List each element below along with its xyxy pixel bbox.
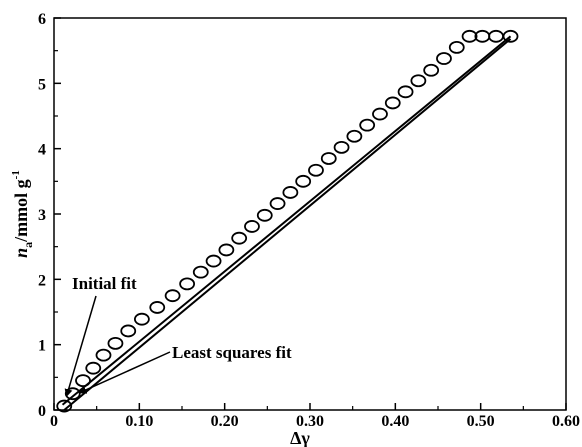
annotation-arrow-initial-fit bbox=[64, 295, 97, 398]
data-point bbox=[372, 107, 388, 121]
x-tick-label: 0.40 bbox=[381, 413, 409, 430]
data-point bbox=[120, 324, 137, 338]
data-point bbox=[282, 186, 299, 199]
data-point bbox=[192, 265, 209, 279]
data-point bbox=[436, 52, 452, 65]
x-tick-label: 0.50 bbox=[467, 413, 495, 430]
data-point bbox=[359, 118, 376, 132]
data-point bbox=[56, 399, 73, 413]
data-point bbox=[333, 140, 350, 154]
data-point bbox=[149, 301, 166, 314]
data-point bbox=[107, 336, 124, 350]
data-point bbox=[179, 277, 196, 291]
data-point bbox=[205, 254, 222, 268]
y-tick-label: 1 bbox=[38, 338, 46, 355]
data-point bbox=[320, 152, 337, 165]
data-point bbox=[410, 74, 427, 88]
y-tick-label: 2 bbox=[38, 272, 46, 289]
y-axis-title-sub: a bbox=[21, 242, 35, 248]
data-point bbox=[244, 220, 260, 233]
y-tick-label: 0 bbox=[38, 403, 46, 420]
annotation-arrow-least-squares-fit bbox=[78, 351, 171, 394]
tick-labels: 0 0.10 0.20 0.30 0.40 0.50 0.60 0 1 2 3 4 5 6 bbox=[38, 11, 580, 430]
data-point bbox=[256, 208, 273, 222]
plot-frame bbox=[53, 17, 567, 411]
data-point bbox=[384, 96, 401, 110]
y-tick-label: 4 bbox=[38, 142, 46, 159]
axis-ticks bbox=[53, 17, 567, 411]
data-point bbox=[397, 85, 414, 99]
y-tick-label: 5 bbox=[38, 76, 46, 93]
data-point bbox=[133, 312, 150, 326]
data-point bbox=[218, 243, 235, 257]
data-point bbox=[75, 374, 91, 388]
least-squares-fit-line bbox=[63, 38, 512, 411]
annotation-initial-fit: Initial fit bbox=[72, 274, 137, 293]
fit-lines bbox=[61, 35, 512, 411]
y-axis-title: na/mmol g-1 bbox=[10, 170, 35, 258]
annotation-least-squares-fit: Least squares fit bbox=[172, 343, 292, 362]
data-point bbox=[164, 289, 181, 303]
data-point bbox=[461, 29, 478, 43]
y-axis-title-sup: -1 bbox=[10, 170, 22, 179]
data-point bbox=[423, 63, 440, 77]
annotations: Initial fit Least squares fit bbox=[64, 274, 292, 398]
x-tick-label: 0.30 bbox=[296, 413, 324, 430]
x-tick-label: 0 bbox=[50, 413, 58, 430]
data-point bbox=[448, 41, 465, 54]
data-point bbox=[85, 361, 102, 375]
y-axis-title-rest: /mmol g bbox=[11, 179, 31, 243]
x-tick-label: 0.60 bbox=[552, 413, 580, 430]
data-point bbox=[295, 174, 312, 188]
y-tick-label: 6 bbox=[38, 11, 46, 28]
data-point bbox=[308, 163, 324, 177]
data-point bbox=[95, 348, 112, 362]
data-point bbox=[346, 129, 363, 143]
data-point bbox=[269, 197, 286, 210]
x-tick-label: 0.10 bbox=[125, 413, 153, 430]
data-point bbox=[488, 29, 504, 43]
y-axis-title-main: n bbox=[11, 248, 31, 258]
data-point bbox=[502, 29, 519, 43]
data-points bbox=[56, 29, 519, 413]
initial-fit-line bbox=[61, 35, 512, 406]
y-tick-label: 3 bbox=[38, 207, 46, 224]
x-axis-title: Δγ bbox=[290, 428, 310, 447]
x-tick-label: 0.20 bbox=[211, 413, 239, 430]
data-point bbox=[231, 231, 248, 245]
